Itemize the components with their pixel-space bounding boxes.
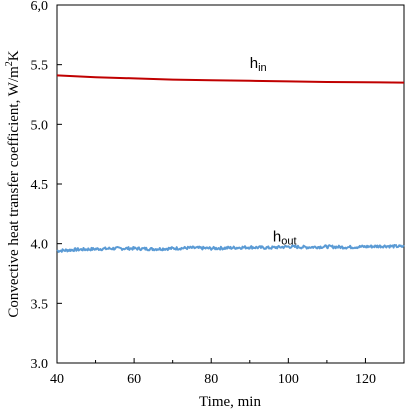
y-axis-title-tail: K: [6, 50, 22, 61]
y-tick-label: 3.5: [31, 297, 49, 312]
y-tick-label: 4.5: [31, 178, 49, 193]
plot-frame: [56, 4, 405, 364]
y-axis-title-superscript: 2: [4, 61, 15, 66]
series-label-h-in: hin: [250, 55, 267, 74]
x-tick-label: 40: [50, 372, 64, 387]
series-lines: [56, 74, 405, 253]
y-tick-label: 6,0: [31, 0, 49, 14]
x-axis-ticks: 40 60 80 100 120: [50, 358, 405, 387]
x-axis-title: Time, min: [199, 394, 261, 410]
y-axis-title-main: Convective heat transfer coefficient, W/…: [6, 66, 22, 318]
y-axis-ticks: 3.0 3.5 4.0 4.5 5.0 5.5 6,0: [31, 0, 62, 372]
series-line-h-in: [56, 74, 405, 84]
y-tick-label: 3.0: [31, 357, 49, 372]
y-tick-label: 4.0: [31, 238, 49, 253]
y-tick-label: 5.0: [31, 118, 49, 133]
x-tick-label: 80: [204, 372, 218, 387]
x-tick-label: 100: [278, 372, 299, 387]
series-line-h-out: [56, 244, 405, 253]
x-tick-label: 120: [355, 372, 376, 387]
series-labels: hin hout: [250, 55, 297, 247]
series-label-h-out: hout: [273, 228, 297, 247]
y-tick-label: 5.5: [31, 59, 49, 74]
y-axis-title: Convective heat transfer coefficient, W/…: [4, 50, 22, 317]
x-tick-label: 60: [127, 372, 141, 387]
